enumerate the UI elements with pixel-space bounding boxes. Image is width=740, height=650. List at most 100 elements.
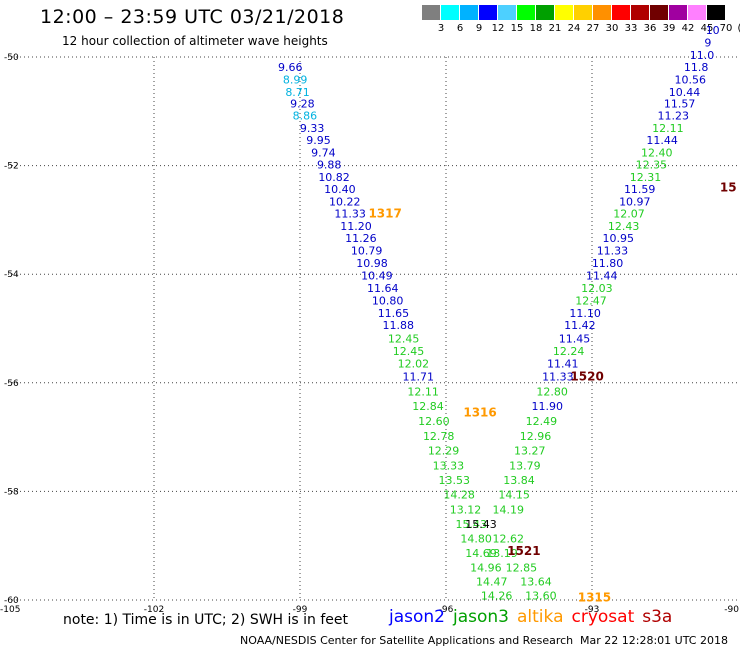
wave-height-value: 11.8 [684, 61, 709, 74]
colorbar-label: 45 [700, 23, 714, 34]
wave-height-value: 12.24 [553, 345, 585, 358]
wave-height-value: 11.42 [564, 319, 596, 332]
colorbar-label: 6 [456, 23, 464, 34]
wave-height-value: 11.59 [624, 183, 656, 196]
wave-height-value: 9.74 [311, 147, 336, 160]
colorbar-swatch [441, 5, 459, 20]
wave-height-value: 14.26 [481, 590, 513, 603]
colorbar-label: (ft) [733, 23, 740, 34]
wave-height-value: 14.69 [465, 547, 497, 560]
wave-height-value: 12.31 [630, 171, 662, 184]
wave-height-value: 10.95 [603, 232, 635, 245]
wave-height-value: 10.79 [351, 244, 383, 257]
wave-height-value: 10.80 [372, 294, 404, 307]
latitude-tick-label: -52 [4, 162, 19, 172]
wave-height-value: 11.71 [403, 370, 435, 383]
colorbar-swatch [460, 5, 478, 20]
orbit-number-label: 1317 [368, 206, 401, 220]
wave-height-value: 13.64 [520, 576, 552, 589]
wave-height-value: 13.12 [450, 503, 482, 516]
latitude-tick-label: -54 [4, 270, 19, 280]
wave-height-value: 11.44 [586, 269, 618, 282]
wave-height-value: 11.33 [334, 207, 366, 220]
wave-height-value: 12.03 [581, 282, 613, 295]
wave-height-value: 9.95 [306, 134, 331, 147]
colorbar-label: 15 [510, 23, 524, 34]
wave-height-value: 12.02 [398, 357, 430, 370]
wave-height-value: 12.49 [526, 415, 558, 428]
wave-height-value: 13.79 [509, 459, 541, 472]
map-title: 12:00 – 23:59 UTC 03/21/2018 [40, 6, 345, 28]
colorbar-swatch [536, 5, 554, 20]
wave-height-value: 12.11 [652, 122, 684, 135]
wave-height-value: 14.28 [443, 489, 475, 502]
wave-height-value: 13.60 [525, 590, 557, 603]
longitude-tick-label: -96 [439, 605, 454, 615]
colorbar-label: 18 [529, 23, 543, 34]
wave-height-value: 12.84 [412, 400, 444, 413]
colorbar-swatch [555, 5, 573, 20]
legend-entry-jason3: jason3 [453, 607, 509, 627]
wave-height-value: 11.23 [658, 110, 690, 123]
legend-entry-cryosat: cryosat [571, 607, 635, 627]
colorbar-swatch [517, 5, 535, 20]
wave-height-value: 11.41 [547, 357, 579, 370]
credit-line: NOAA/NESDIS Center for Satellite Applica… [240, 634, 574, 647]
orbit-number-label: 1315 [578, 590, 611, 604]
wave-height-value: 12.07 [613, 207, 645, 220]
longitude-tick-label: -105 [0, 605, 20, 615]
wave-height-value: 12.96 [520, 430, 552, 443]
wave-height-value: 11.33 [597, 244, 629, 257]
latitude-tick-label: -60 [4, 596, 19, 606]
wave-height-value: 12.78 [423, 430, 455, 443]
wave-height-value: 12.45 [388, 332, 420, 345]
wave-height-value: 11.33 [542, 370, 574, 383]
wave-height-value: 12.40 [641, 147, 673, 160]
colorbar-label: 70 [719, 23, 733, 34]
latitude-tick-label: -56 [4, 379, 19, 389]
colorbar-label: 39 [662, 23, 676, 34]
wave-height-value: 10.49 [361, 269, 393, 282]
wave-height-value: 11.45 [559, 332, 591, 345]
wave-height-value: 11.65 [378, 307, 410, 320]
colorbar-swatch [631, 5, 649, 20]
wave-height-value: 14.15 [498, 489, 530, 502]
colorbar-label: 3 [437, 23, 445, 34]
wave-height-value: 9.28 [290, 98, 315, 111]
longitude-tick-label: -99 [293, 605, 308, 615]
colorbar-label: 33 [624, 23, 638, 34]
wave-height-value: 11.88 [383, 319, 415, 332]
colorbar-swatch [669, 5, 687, 20]
wave-height-value: 8.71 [285, 86, 310, 99]
colorbar-swatch [498, 5, 516, 20]
colorbar-swatch [650, 5, 668, 20]
wave-height-value: 10.56 [675, 73, 707, 86]
wave-height-value: 12.29 [428, 445, 460, 458]
colorbar-swatch [612, 5, 630, 20]
legend-entry-s3a: s3a [642, 607, 673, 627]
wave-height-value: 9.66 [278, 61, 303, 74]
wave-height-value: 13.84 [503, 474, 535, 487]
colorbar-label: 30 [605, 23, 619, 34]
latitude-tick-label: -50 [4, 53, 19, 63]
wave-height-value: 14.80 [460, 533, 492, 546]
wave-height-value: 12.11 [407, 385, 439, 398]
wave-height-value: 8.99 [283, 73, 308, 86]
colorbar-label: 36 [643, 23, 657, 34]
wave-height-value: 11.44 [646, 134, 678, 147]
wave-height-value: 9 [704, 36, 711, 49]
colorbar-label: 42 [681, 23, 695, 34]
colorbar-swatch [479, 5, 497, 20]
wave-height-value: 10.97 [619, 195, 651, 208]
wave-height-value: 10.40 [324, 183, 356, 196]
wave-height-value: 9.88 [317, 159, 342, 172]
wave-height-value: 12.47 [575, 294, 607, 307]
colorbar-swatch [688, 5, 706, 20]
units-note: note: 1) Time is in UTC; 2) SWH is in fe… [63, 612, 349, 628]
orbit-number-label: 1520 [570, 369, 603, 383]
wave-height-value: 13.27 [514, 445, 546, 458]
wave-height-value: 8.86 [293, 110, 318, 123]
wave-height-value: 13.33 [433, 459, 465, 472]
wave-height-value: 14.19 [493, 503, 525, 516]
